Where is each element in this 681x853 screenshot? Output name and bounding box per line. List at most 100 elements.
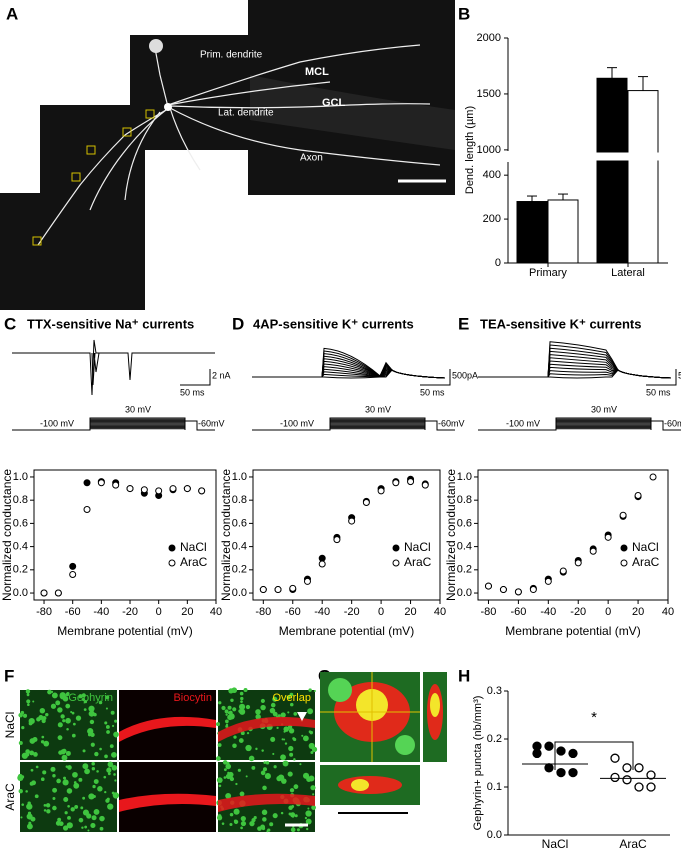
puncta	[291, 815, 295, 818]
puncta	[20, 775, 25, 779]
panel-letter: B	[458, 4, 470, 23]
point	[348, 517, 356, 525]
puncta	[67, 815, 71, 820]
point	[649, 473, 657, 481]
y-axis-label: Dend. length (µm)	[464, 106, 476, 194]
puncta	[57, 735, 63, 741]
dendrite	[218, 716, 315, 742]
puncta	[26, 753, 30, 757]
label-prim-dendrite: Prim. dendrite	[200, 50, 263, 61]
orthoview-signal	[430, 693, 440, 717]
point	[69, 562, 77, 570]
puncta	[235, 782, 238, 786]
puncta	[277, 774, 285, 781]
puncta	[18, 712, 23, 718]
puncta	[104, 754, 108, 759]
y-tick-label: 0.6	[457, 517, 472, 529]
x-tick-label: -60	[65, 606, 81, 618]
puncta	[65, 692, 70, 697]
puncta	[57, 722, 63, 728]
point	[646, 770, 656, 780]
panel-letter: F	[4, 666, 14, 685]
x-tick-label: 40	[434, 606, 446, 618]
puncta	[294, 814, 298, 818]
puncta	[81, 693, 86, 698]
x-tick-label: 40	[662, 606, 674, 618]
puncta	[32, 700, 35, 703]
puncta	[109, 744, 114, 749]
point	[556, 746, 566, 756]
point	[568, 767, 578, 778]
puncta	[67, 765, 72, 770]
puncta	[283, 730, 286, 733]
puncta	[296, 828, 300, 832]
puncta	[71, 711, 75, 715]
puncta	[110, 710, 115, 715]
scale-bar	[180, 369, 211, 386]
bar	[547, 199, 579, 264]
puncta	[221, 822, 225, 825]
puncta	[40, 777, 45, 782]
puncta	[41, 735, 45, 739]
y-tick-label: 1.0	[13, 471, 28, 483]
puncta	[270, 702, 276, 708]
puncta	[25, 790, 28, 793]
puncta	[26, 813, 33, 820]
puncta	[239, 691, 244, 696]
crosshair	[320, 672, 420, 762]
channel-label: Gephyrin	[68, 692, 113, 704]
puncta	[59, 692, 66, 699]
puncta	[114, 779, 117, 782]
y-tick-label: 0.8	[232, 494, 247, 506]
x-tick-label: 0	[605, 606, 611, 618]
puncta	[245, 704, 251, 710]
y-tick-label: 0.2	[457, 564, 472, 576]
puncta	[25, 749, 30, 754]
puncta	[280, 811, 284, 815]
puncta	[18, 788, 23, 794]
x-tick-label: -20	[122, 606, 138, 618]
puncta	[273, 765, 277, 769]
puncta	[293, 758, 296, 761]
puncta	[65, 765, 69, 768]
puncta	[106, 730, 110, 734]
y-tick-label: 0.4	[457, 541, 472, 553]
puncta	[232, 743, 237, 748]
point	[333, 536, 341, 544]
puncta	[223, 768, 227, 772]
plot-frame	[477, 469, 669, 601]
puncta	[71, 733, 76, 738]
point	[568, 748, 578, 759]
puncta	[283, 738, 286, 741]
puncta	[43, 804, 47, 807]
micrograph	[17, 761, 120, 832]
puncta	[265, 761, 270, 765]
puncta	[26, 699, 31, 704]
puncta	[39, 707, 46, 714]
point	[407, 478, 415, 486]
puncta	[90, 822, 96, 829]
puncta	[66, 780, 69, 783]
puncta	[114, 734, 118, 738]
point	[40, 589, 48, 597]
puncta	[246, 731, 250, 735]
protocol-label: 30 mV	[591, 404, 617, 414]
puncta	[84, 825, 88, 829]
puncta	[269, 707, 276, 714]
x-tick-label: 20	[181, 606, 193, 618]
puncta	[216, 777, 223, 784]
puncta	[72, 771, 78, 778]
puncta	[217, 743, 222, 747]
puncta	[216, 815, 223, 821]
protocol-label: 30 mV	[125, 404, 151, 414]
point	[634, 492, 642, 500]
x-tick-label: -40	[540, 606, 556, 618]
dendrite	[119, 793, 216, 812]
puncta	[302, 772, 310, 779]
protocol-label: -60mV	[664, 418, 681, 428]
puncta	[73, 781, 77, 784]
puncta	[107, 761, 114, 768]
puncta	[111, 724, 115, 728]
puncta	[260, 704, 266, 711]
micrograph	[320, 672, 447, 805]
